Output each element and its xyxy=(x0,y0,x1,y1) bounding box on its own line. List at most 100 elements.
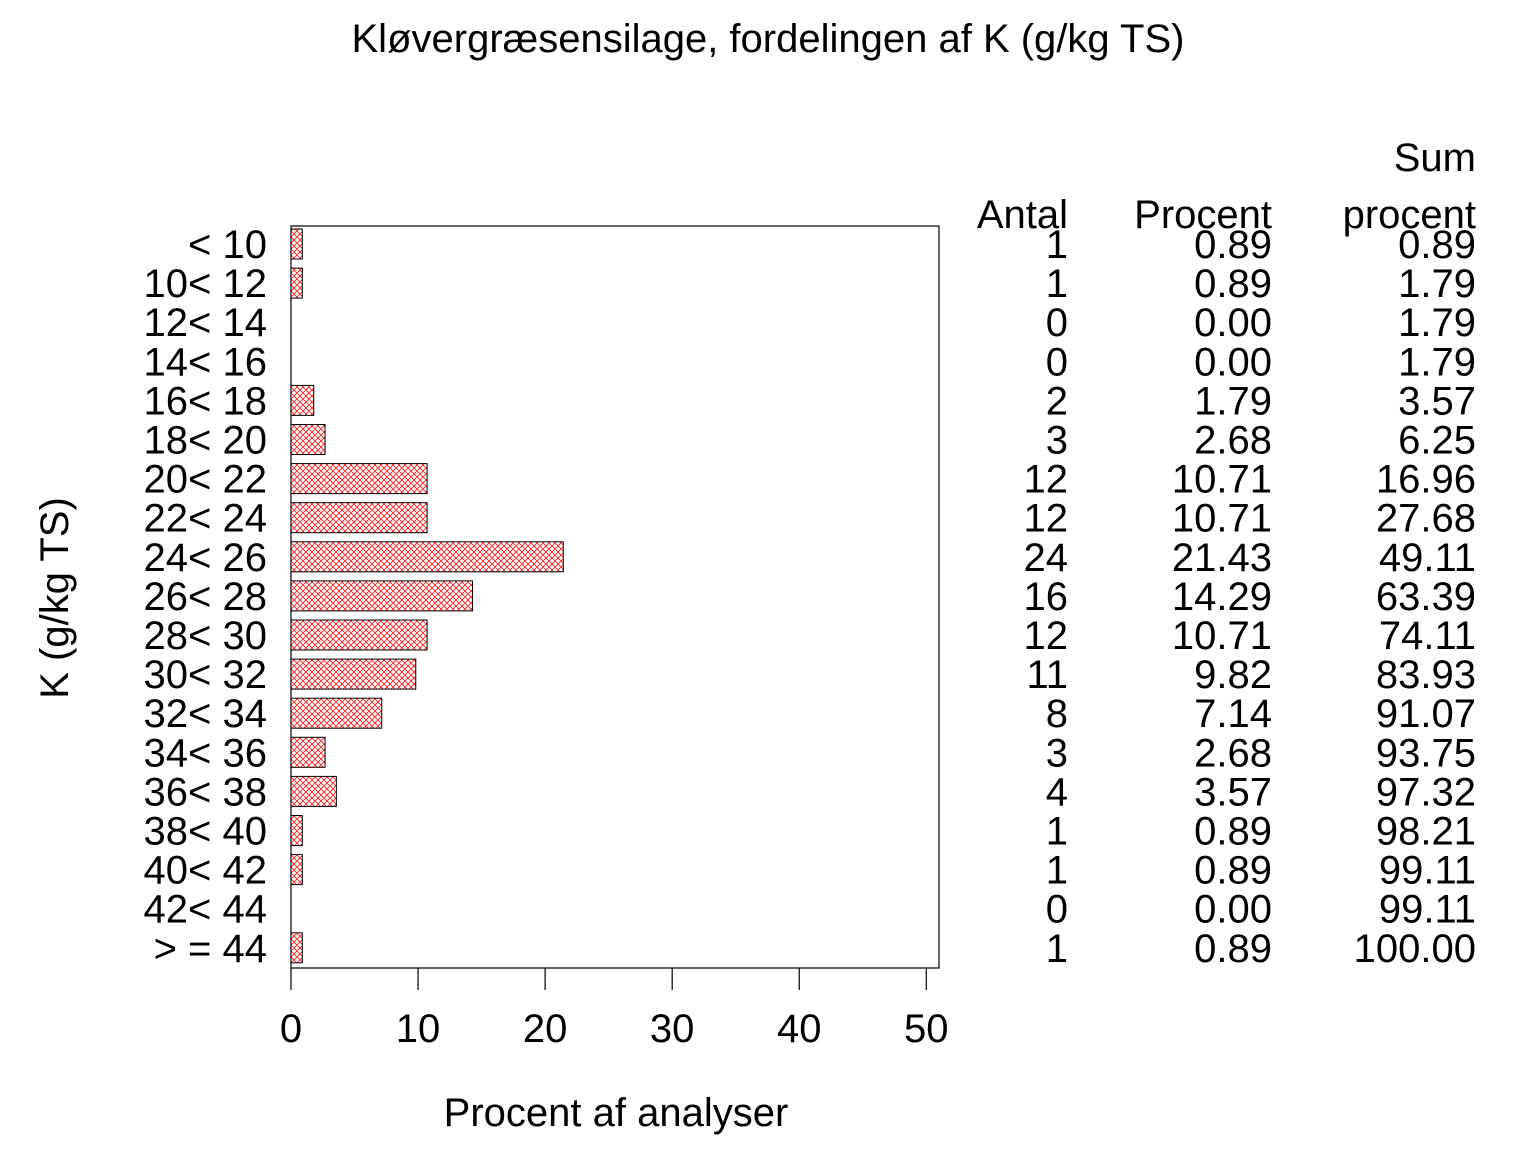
table-cell: 0.89 xyxy=(1194,927,1272,971)
table-header: Antal xyxy=(977,193,1068,237)
table-cell: 14.29 xyxy=(1172,575,1272,619)
table-cell: 27.68 xyxy=(1376,497,1476,541)
category-label: 24< 26 xyxy=(144,536,267,580)
table-cell: 16.96 xyxy=(1376,458,1476,502)
bars-group xyxy=(290,228,564,964)
category-label: < 10 xyxy=(188,223,267,267)
x-tick-label: 30 xyxy=(650,1007,695,1051)
table-cell: 12 xyxy=(1024,614,1069,658)
y-axis-label: K (g/kg TS) xyxy=(33,497,77,699)
bar xyxy=(290,932,303,964)
bar xyxy=(290,580,474,612)
table-cell: 1 xyxy=(1046,927,1068,971)
table-cell: 97.32 xyxy=(1376,770,1476,814)
table-cell: 7.14 xyxy=(1194,692,1272,736)
x-tick-label: 20 xyxy=(523,1007,568,1051)
bar xyxy=(290,815,303,846)
category-label: 12< 14 xyxy=(144,301,267,345)
table-cell: 4 xyxy=(1046,770,1068,814)
category-label: 22< 24 xyxy=(144,497,267,541)
table-cell: 49.11 xyxy=(1379,536,1476,580)
table-cell: 2.68 xyxy=(1194,419,1272,463)
category-label: 36< 38 xyxy=(144,770,267,814)
table-cell: 0.00 xyxy=(1194,301,1272,345)
table-cell: 1 xyxy=(1046,262,1068,306)
table-cell: 83.93 xyxy=(1376,653,1476,697)
bar xyxy=(290,619,428,651)
table-cell: 9.82 xyxy=(1194,653,1272,697)
bar xyxy=(290,736,326,768)
table-cell: 1.79 xyxy=(1398,301,1476,345)
table-cell: 0.89 xyxy=(1194,262,1272,306)
chart-title: Kløvergræsensilage, fordelingen af K (g/… xyxy=(352,17,1185,61)
table-cell: 91.07 xyxy=(1376,692,1476,736)
category-label: 18< 20 xyxy=(144,419,267,463)
table-cell: 24 xyxy=(1024,536,1069,580)
table-cell: 0.89 xyxy=(1194,810,1272,854)
table-cell: 3 xyxy=(1046,731,1068,775)
table-cell: 0.89 xyxy=(1194,223,1272,267)
category-label: 26< 28 xyxy=(144,575,267,619)
table-cell: 12 xyxy=(1024,458,1069,502)
bar xyxy=(290,502,428,534)
category-label: 34< 36 xyxy=(144,731,267,775)
table-cell: 3.57 xyxy=(1194,770,1272,814)
table-header: Sum xyxy=(1394,136,1476,180)
table-cell: 10.71 xyxy=(1172,614,1272,658)
bar xyxy=(290,463,428,495)
category-label: 14< 16 xyxy=(144,340,267,384)
table-cell: 74.11 xyxy=(1379,614,1476,658)
table-header: procent xyxy=(1343,193,1476,237)
bar xyxy=(290,384,315,416)
table-cell: 100.00 xyxy=(1354,927,1476,971)
table-cell: 1 xyxy=(1046,223,1068,267)
category-label: 28< 30 xyxy=(144,614,267,658)
table-cell: 63.39 xyxy=(1376,575,1476,619)
table-cell: 0 xyxy=(1046,301,1068,345)
bar xyxy=(290,697,383,729)
table-cell: 10.71 xyxy=(1172,497,1272,541)
table-cell: 0 xyxy=(1046,340,1068,384)
category-label: 40< 42 xyxy=(144,849,267,893)
x-tick-label: 0 xyxy=(280,1007,302,1051)
table-cell: 11 xyxy=(1026,653,1068,697)
bar xyxy=(290,854,303,886)
x-axis-label: Procent af analyser xyxy=(444,1091,789,1135)
table-cell: 0.89 xyxy=(1194,849,1272,893)
x-tick-label: 10 xyxy=(396,1007,441,1051)
bar xyxy=(290,228,303,260)
table-cell: 0.89 xyxy=(1398,223,1476,267)
category-label: 10< 12 xyxy=(144,262,267,306)
bar xyxy=(290,267,303,299)
bar xyxy=(290,541,564,573)
table-cell: 99.11 xyxy=(1379,888,1476,932)
table-cell: 21.43 xyxy=(1172,536,1272,580)
table-cell: 0.00 xyxy=(1194,340,1272,384)
category-label: 30< 32 xyxy=(144,653,267,697)
table-cell: 93.75 xyxy=(1376,731,1476,775)
table-cell: 8 xyxy=(1046,692,1068,736)
table-cell: 1 xyxy=(1046,849,1068,893)
table-cell: 3 xyxy=(1046,419,1068,463)
x-tick-label: 50 xyxy=(904,1007,949,1051)
category-label: 32< 34 xyxy=(144,692,267,736)
category-label: 16< 18 xyxy=(144,379,267,423)
table-cell: 0.00 xyxy=(1194,888,1272,932)
bar xyxy=(290,775,337,807)
table-cell: 16 xyxy=(1024,575,1069,619)
x-tick-label: 40 xyxy=(777,1007,822,1051)
table-header: Procent xyxy=(1134,193,1272,237)
summary-table: Antal1100231212241612118341101Procent0.8… xyxy=(977,136,1476,971)
table-cell: 10.71 xyxy=(1172,458,1272,502)
category-label: 42< 44 xyxy=(144,888,267,932)
x-axis-ticks: 0 10 20 30 40 50 xyxy=(280,968,949,1051)
table-cell: 2 xyxy=(1046,379,1068,423)
table-cell: 12 xyxy=(1024,497,1069,541)
category-label: > = 44 xyxy=(154,927,267,971)
table-cell: 6.25 xyxy=(1398,419,1476,463)
table-cell: 1.79 xyxy=(1398,340,1476,384)
category-label: 38< 40 xyxy=(144,810,267,854)
table-cell: 99.11 xyxy=(1379,849,1476,893)
